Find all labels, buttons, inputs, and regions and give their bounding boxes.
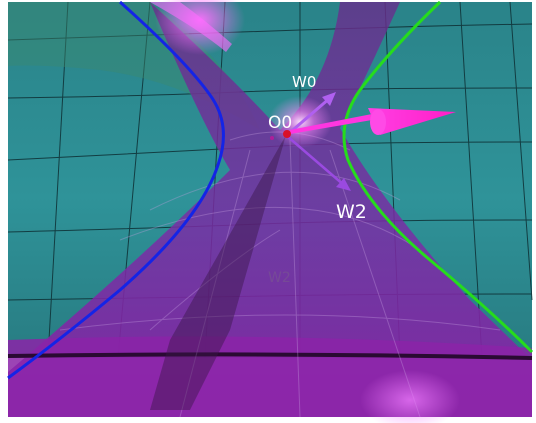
origin-point-shadow: [270, 136, 274, 140]
label-w2: W2: [336, 201, 367, 223]
w2-vector: [286, 135, 351, 191]
upper-left-sheet: [8, 2, 260, 130]
shadow-band: [150, 135, 286, 410]
top-glow-streak: [150, 2, 232, 52]
horizon-line: [7, 352, 533, 360]
label-origin: O0: [268, 113, 292, 133]
label-w2-reflection: W2: [268, 270, 291, 286]
w0-vector: [286, 92, 336, 137]
bottom-glow: [360, 370, 460, 423]
magenta-arrow-icon: [290, 108, 456, 135]
left-hyperbola-branch: [7, 0, 225, 380]
purple-cone: [8, 2, 532, 417]
cone-interior-lines: [59, 131, 501, 418]
origin-point-icon: [283, 130, 291, 138]
label-w0: W0: [292, 73, 316, 91]
right-hyperbola-branch: [342, 0, 534, 354]
